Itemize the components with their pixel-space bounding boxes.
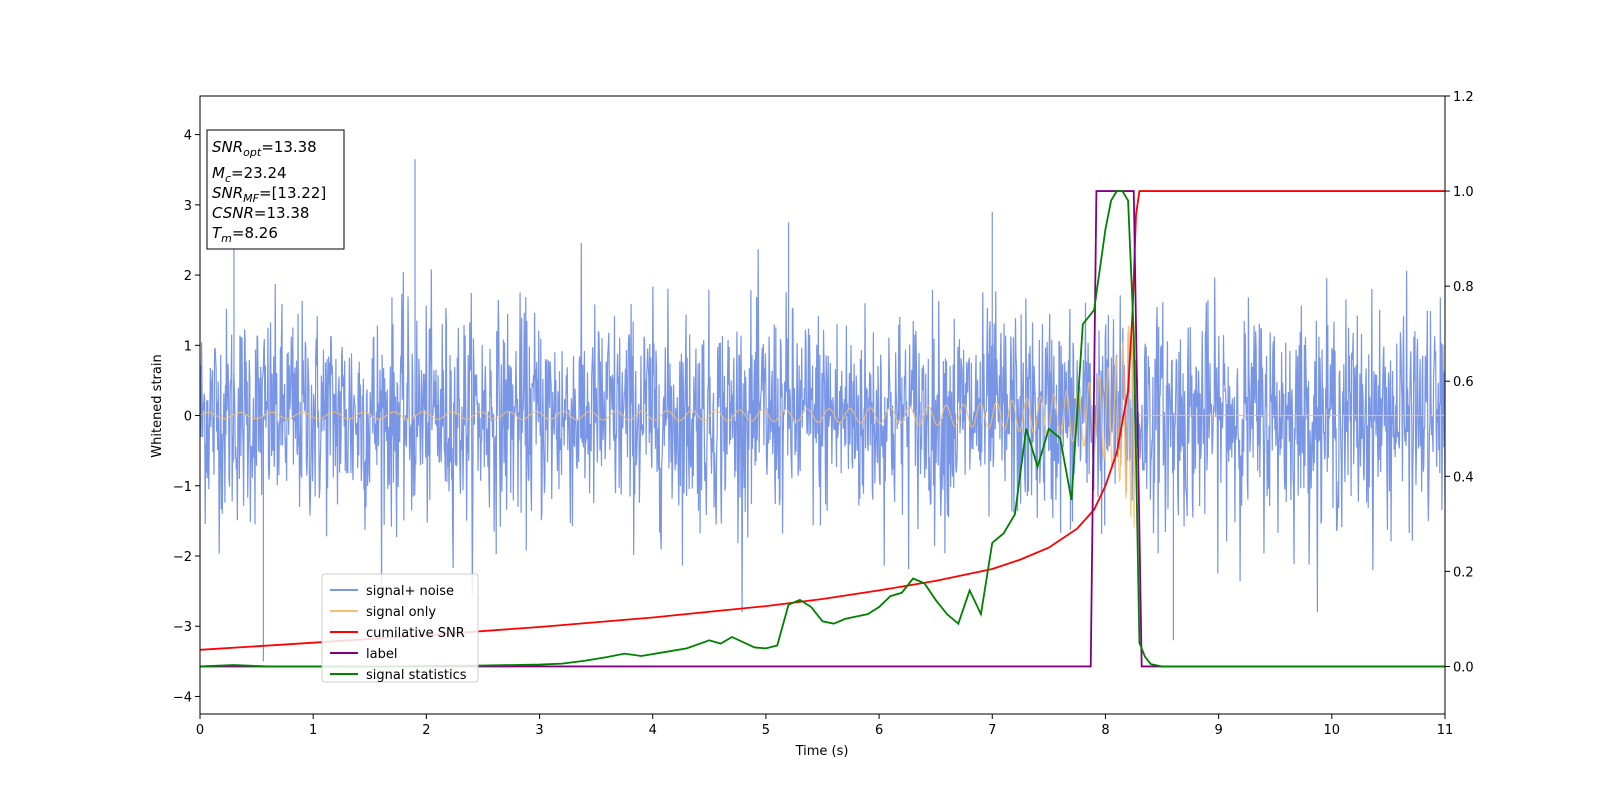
y-tick-label: 1 [184,339,192,354]
x-tick-label: 11 [1437,723,1454,738]
legend-label: signal+ noise [366,584,454,599]
x-tick-label: 1 [309,723,317,738]
y-tick-label: 0 [184,410,192,425]
y2-tick-label: 1.0 [1453,185,1474,200]
axes-frame [199,95,1446,715]
x-tick-label: 5 [762,723,770,738]
annotation-line: SNRopt=13.38 [212,138,317,159]
x-tick-label: 8 [1101,723,1109,738]
y-tick-label: 2 [184,269,192,284]
x-tick-label: 10 [1324,723,1341,738]
y-tick-label: 4 [184,129,192,144]
annotation-line: CSNR=13.38 [212,204,309,222]
x-tick-label: 3 [535,723,543,738]
y-tick-label: −4 [173,690,192,705]
x-tick-label: 0 [196,723,204,738]
x-axis-label: Time (s) [795,744,849,759]
y-axis-label: Whitened strain [150,354,165,457]
legend: signal+ noise signal only cumilative SNR la… [321,573,479,683]
annotation-line: Mc=23.24 [212,164,287,185]
y-tick-label: 3 [184,199,192,214]
y2-tick-label: 0.6 [1453,375,1474,390]
x-axis: 0 1 2 3 4 5 6 7 8 9 10 11 [196,714,1453,738]
series-signal-only [200,308,1445,528]
legend-frame [321,573,479,683]
y-axis-left: −4 −3 −2 −1 0 1 2 3 4 [173,129,200,705]
y-axis-right: 0.0 0.2 0.4 0.6 0.8 1.0 1.2 [1445,90,1474,675]
legend-label: signal only [366,605,436,620]
y2-tick-label: 0.2 [1453,565,1474,580]
annotation-line: SNRMF=[13.22] [212,184,326,205]
y2-tick-label: 0.8 [1453,280,1474,295]
annotation-frame [206,129,345,250]
x-tick-label: 6 [875,723,883,738]
x-tick-label: 7 [988,723,996,738]
y-tick-label: −1 [173,480,192,495]
series-signal-noise [200,159,1445,662]
y-tick-label: −2 [173,550,192,565]
legend-label: label [366,647,397,662]
y2-tick-label: 1.2 [1453,90,1474,105]
y2-tick-label: 0.4 [1453,470,1474,485]
y-tick-label: −3 [173,620,192,635]
series-signal-statistics [200,190,1445,668]
plot-area [200,159,1445,668]
annotation-box: SNRopt=13.38 Mc=23.24SNRMF=[13.22]CSNR=13… [206,129,345,250]
x-tick-label: 9 [1214,723,1222,738]
x-tick-label: 2 [422,723,430,738]
x-tick-label: 4 [649,723,657,738]
legend-label: cumilative SNR [366,626,465,641]
annotation-line: Tm=8.26 [212,224,278,245]
y2-tick-label: 0.0 [1453,660,1474,675]
series-cumulative-snr [200,190,1445,651]
legend-label: signal statistics [366,668,467,683]
